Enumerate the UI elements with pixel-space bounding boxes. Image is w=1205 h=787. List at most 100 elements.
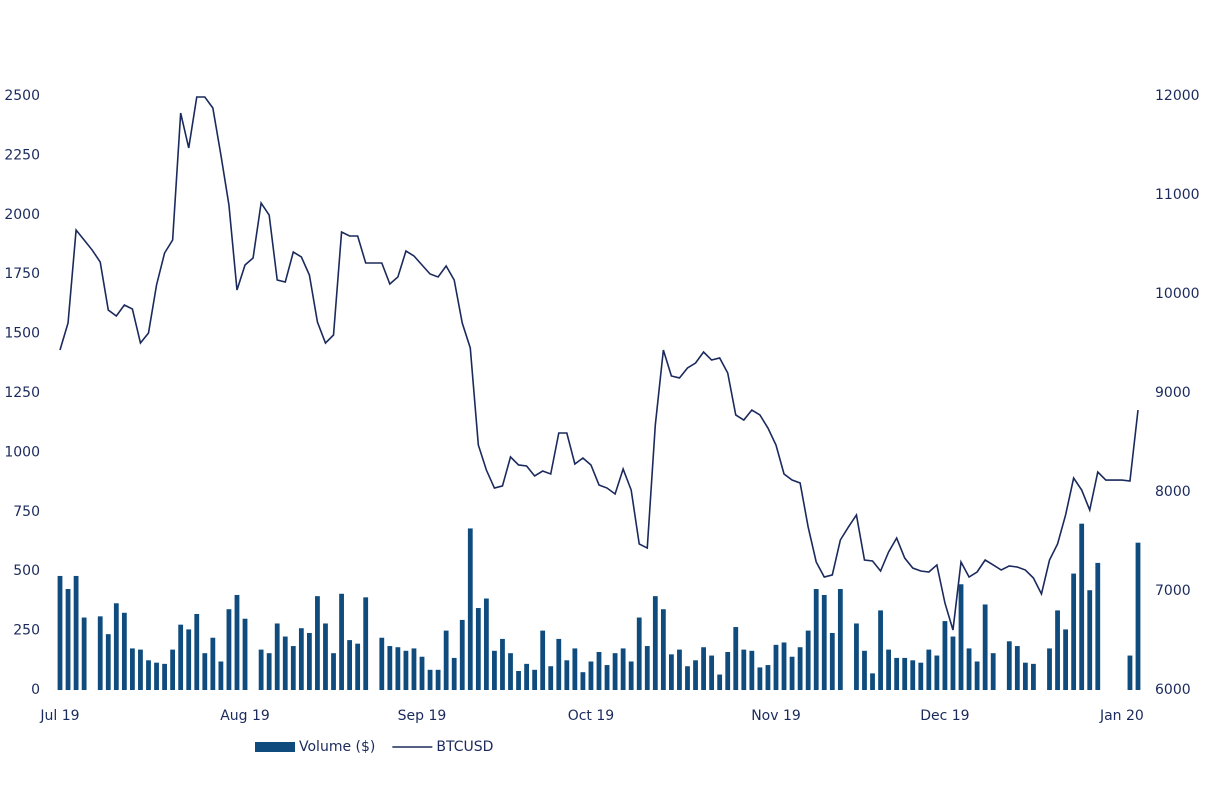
bar: [194, 613, 200, 690]
x-tick-label: Jan 20: [1099, 708, 1144, 724]
bar: [789, 656, 795, 690]
bar: [757, 667, 763, 690]
bar: [323, 623, 328, 690]
bar: [202, 653, 208, 690]
bar: [315, 596, 320, 690]
bar: [628, 661, 634, 690]
bar: [57, 575, 63, 690]
bar: [564, 660, 570, 690]
bar: [532, 669, 538, 690]
bar: [186, 629, 192, 690]
bar: [170, 649, 176, 690]
bar: [749, 650, 755, 690]
y2-tick-label: 6000: [1155, 682, 1191, 698]
y-tick-label: 0: [31, 682, 40, 698]
bar: [1071, 573, 1077, 690]
bar: [580, 672, 586, 690]
bar: [65, 589, 71, 690]
bar: [926, 649, 932, 690]
bar: [1127, 655, 1133, 690]
bar: [146, 660, 151, 690]
bar: [427, 669, 433, 690]
bar: [339, 593, 344, 690]
bar: [347, 640, 353, 690]
bar: [717, 674, 723, 690]
y2-tick-label: 8000: [1155, 484, 1191, 500]
y-tick-label: 2000: [4, 207, 40, 223]
bar: [862, 650, 867, 690]
y-tick-label: 2250: [4, 147, 40, 163]
bar: [331, 653, 336, 690]
bar: [596, 651, 602, 690]
bar: [693, 660, 698, 690]
bar: [266, 653, 272, 690]
bar: [500, 638, 505, 690]
bar: [1022, 662, 1028, 690]
bar: [1135, 542, 1141, 690]
y2-tick-label: 10000: [1155, 286, 1200, 302]
y-tick-label: 500: [13, 563, 40, 579]
bar: [620, 648, 626, 690]
bar: [918, 662, 924, 690]
bar: [516, 670, 521, 690]
bar: [1006, 641, 1012, 690]
bar: [837, 589, 843, 690]
bar: [443, 630, 449, 690]
y-tick-label: 1250: [4, 385, 40, 401]
y-tick-label: 750: [13, 504, 40, 520]
bar: [878, 610, 883, 690]
bar: [379, 637, 385, 690]
bar: [290, 646, 296, 690]
bar: [588, 661, 594, 690]
bar: [138, 649, 143, 690]
bar: [419, 656, 425, 690]
bar: [363, 597, 369, 690]
x-tick-label: Jul 19: [39, 708, 79, 724]
bar: [604, 665, 610, 690]
bar: [910, 660, 916, 690]
bar: [1047, 648, 1052, 690]
bar: [990, 653, 996, 690]
bar: [1031, 663, 1036, 690]
bar: [282, 636, 288, 690]
bar: [508, 653, 513, 690]
bar: [966, 648, 972, 690]
bar: [636, 617, 642, 690]
legend-swatch: [255, 742, 295, 752]
x-tick-label: Sep 19: [398, 708, 447, 724]
bar: [669, 654, 674, 690]
bar: [886, 649, 892, 690]
bar: [411, 648, 417, 690]
bar: [162, 663, 167, 690]
bar: [274, 623, 280, 690]
bar: [1014, 646, 1020, 690]
x-tick-label: Nov 19: [751, 708, 801, 724]
bar: [677, 649, 682, 690]
legend-label: BTCUSD: [436, 739, 493, 755]
y-tick-label: 250: [13, 623, 40, 639]
bar: [435, 669, 441, 690]
bar: [105, 634, 111, 690]
bar: [773, 644, 779, 690]
bar: [902, 657, 908, 690]
bar: [1095, 562, 1101, 690]
bar: [298, 628, 304, 690]
bar: [556, 638, 562, 690]
bar: [395, 647, 401, 690]
bar: [644, 646, 650, 690]
bar: [942, 621, 948, 690]
bar: [805, 630, 811, 690]
bar: [1087, 590, 1093, 690]
bar: [797, 647, 803, 690]
y2-tick-label: 7000: [1155, 583, 1191, 599]
bar: [226, 609, 232, 690]
bar: [958, 584, 964, 690]
bar: [950, 636, 956, 690]
y2-tick-label: 11000: [1155, 187, 1200, 203]
bar: [982, 604, 988, 690]
bar: [306, 632, 312, 690]
bar: [467, 528, 473, 690]
bar: [660, 609, 666, 690]
bar: [781, 642, 787, 690]
